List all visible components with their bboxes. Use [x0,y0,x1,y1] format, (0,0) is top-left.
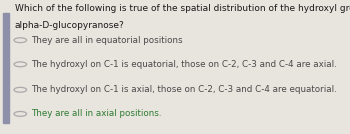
Text: The hydroxyl on C-1 is axial, those on C-2, C-3 and C-4 are equatorial.: The hydroxyl on C-1 is axial, those on C… [32,85,337,94]
Text: The hydroxyl on C-1 is equatorial, those on C-2, C-3 and C-4 are axial.: The hydroxyl on C-1 is equatorial, those… [32,60,337,69]
Text: They are all in axial positions.: They are all in axial positions. [32,109,162,118]
Text: alpha-D-glucopyranose?: alpha-D-glucopyranose? [15,21,125,30]
Text: Which of the following is true of the spatial distribution of the hydroxyl group: Which of the following is true of the sp… [15,4,350,13]
Bar [3,13,9,123]
Text: They are all in equatorial positions: They are all in equatorial positions [32,36,183,45]
